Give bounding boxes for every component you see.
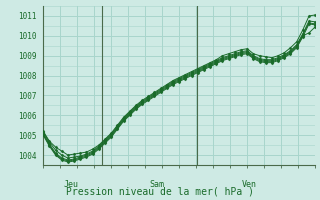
Text: Sam: Sam	[149, 180, 164, 189]
Text: Jeu: Jeu	[64, 180, 79, 189]
Text: Ven: Ven	[242, 180, 257, 189]
Text: Pression niveau de la mer( hPa ): Pression niveau de la mer( hPa )	[66, 186, 254, 196]
